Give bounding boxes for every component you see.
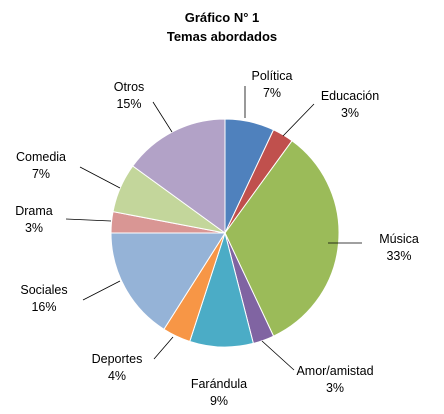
leader-line-educacion xyxy=(282,103,315,137)
slice-value-sociales: 16% xyxy=(31,300,56,314)
leader-line-deportes xyxy=(153,336,174,360)
chart-subtitle: Temas abordados xyxy=(167,29,277,44)
slice-value-comedia: 7% xyxy=(32,167,50,181)
slice-value-educacion: 3% xyxy=(341,106,359,120)
leader-line-sociales xyxy=(82,280,121,301)
slice-musica xyxy=(224,140,340,337)
slice-label-otros: Otros xyxy=(114,80,145,94)
slice-label-farandula: Farándula xyxy=(191,377,247,391)
slice-label-sociales: Sociales xyxy=(20,283,67,297)
leader-line-amor-amistad xyxy=(261,340,295,371)
slice-label-deportes: Deportes xyxy=(92,352,143,366)
slice-label-amor-amistad: Amor/amistad xyxy=(296,364,373,378)
slice-value-drama: 3% xyxy=(25,221,43,235)
slice-value-amor-amistad: 3% xyxy=(326,381,344,395)
slice-label-comedia: Comedia xyxy=(16,150,66,164)
slice-value-deportes: 4% xyxy=(108,369,126,383)
slice-label-musica: Música xyxy=(379,232,419,246)
leader-lines xyxy=(65,86,362,371)
chart-title: Gráfico N° 1 xyxy=(185,10,260,25)
slice-value-musica: 33% xyxy=(386,249,411,263)
slice-sociales xyxy=(110,232,226,330)
pie-slices xyxy=(110,118,340,348)
slice-labels: Política 7% Educación 3% Música 33% Amor/amist… xyxy=(15,69,419,408)
leader-line-otros xyxy=(152,101,173,133)
leader-line-drama xyxy=(65,218,112,222)
slice-otros xyxy=(132,118,226,234)
slice-value-politica: 7% xyxy=(263,86,281,100)
slice-label-politica: Política xyxy=(252,69,293,83)
slice-label-drama: Drama xyxy=(15,204,53,218)
slice-value-otros: 15% xyxy=(116,97,141,111)
slice-value-farandula: 9% xyxy=(210,394,228,408)
leader-line-comedia xyxy=(79,166,121,189)
slice-label-educacion: Educación xyxy=(321,89,379,103)
